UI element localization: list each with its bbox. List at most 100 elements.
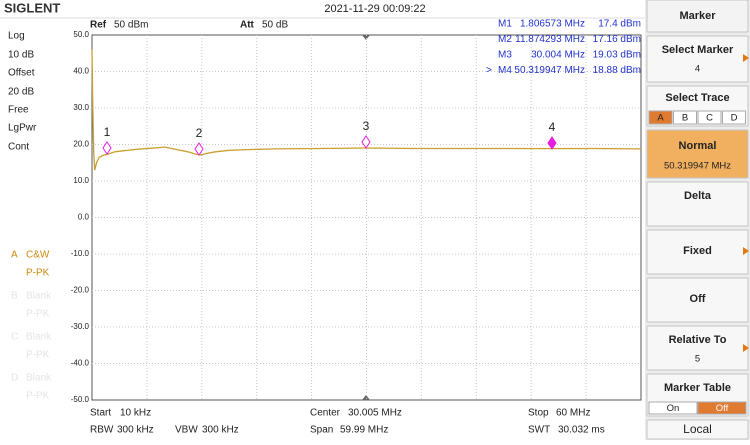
marker-frequency: 11.874293 MHz xyxy=(515,34,585,45)
select-marker-label: Select Marker xyxy=(662,44,734,56)
relative-to-label: Relative To xyxy=(669,334,727,346)
ref-label: Ref xyxy=(90,20,107,31)
ref-value: 50 dBm xyxy=(114,20,148,31)
center-label: Center xyxy=(310,408,341,419)
fixed-button[interactable] xyxy=(646,229,749,275)
setting: Cont xyxy=(8,142,29,153)
trace-mode: C&W xyxy=(26,250,50,261)
trace-detector: P-PK xyxy=(26,268,50,279)
marker-diamond xyxy=(102,141,112,155)
normal-button[interactable] xyxy=(646,129,749,179)
trace-mode: Blank xyxy=(26,291,52,302)
marker-name: M1 xyxy=(498,19,512,30)
start-value: 10 kHz xyxy=(120,408,151,419)
trace-mode: Blank xyxy=(26,373,52,384)
active-prefix: > xyxy=(486,65,492,76)
y-label: 30.0 xyxy=(73,103,89,112)
table-toggle[interactable] xyxy=(697,401,747,415)
y-label: 20.0 xyxy=(73,140,89,149)
marker-name: M3 xyxy=(498,50,512,61)
y-label: -30.0 xyxy=(71,322,90,331)
center-value: 30.005 MHz xyxy=(348,408,402,419)
marker-number: 4 xyxy=(549,120,556,134)
menu-title-box[interactable] xyxy=(646,0,749,33)
delta-button[interactable] xyxy=(646,181,749,227)
setting: LgPwr xyxy=(8,123,37,134)
trace-detector: P-PK xyxy=(26,391,50,402)
marker-diamond xyxy=(361,135,371,149)
marker-frequency: 30.004 MHz xyxy=(531,50,585,61)
y-label: -50.0 xyxy=(71,395,90,404)
trace-tab-label: B xyxy=(682,113,688,124)
span-value: 59.99 MHz xyxy=(340,425,388,436)
setting: 10 dB xyxy=(8,50,34,61)
marker-table-label: Marker Table xyxy=(664,382,731,394)
trace-tab[interactable] xyxy=(648,110,673,125)
datetime: 2021-11-29 00:09:22 xyxy=(324,3,425,15)
trace-tab[interactable] xyxy=(673,110,697,125)
swt-value: 30.032 ms xyxy=(558,425,605,436)
menu-arrow xyxy=(743,54,749,62)
rbw-value: 300 kHz xyxy=(117,425,154,436)
trace-tab-label: C xyxy=(706,113,713,124)
att-label: Att xyxy=(240,20,255,31)
start-label: Start xyxy=(90,408,111,419)
trace-letter: B xyxy=(11,291,18,302)
off-button[interactable] xyxy=(646,277,749,323)
trace-letter: A xyxy=(11,250,18,261)
marker-diamond xyxy=(547,136,557,150)
marker-name: M2 xyxy=(498,34,512,45)
setting: Log xyxy=(8,31,25,42)
brand: SIGLENT xyxy=(4,0,60,15)
relative-to-value: 5 xyxy=(695,354,700,365)
table-toggle[interactable] xyxy=(648,401,698,415)
y-label: -20.0 xyxy=(71,286,90,295)
att-value: 50 dB xyxy=(262,20,288,31)
trace-tab[interactable] xyxy=(697,110,722,125)
stop-label: Stop xyxy=(528,408,549,419)
delta-label: Delta xyxy=(684,190,712,202)
marker-frequency: 1.806573 MHz xyxy=(520,19,585,30)
center-indicator-top xyxy=(362,35,370,40)
local-button[interactable] xyxy=(646,419,749,440)
local-label: Local xyxy=(683,422,712,436)
marker-diamond xyxy=(194,142,204,156)
marker-level: 18.88 dBm xyxy=(593,65,641,76)
setting: 20 dB xyxy=(8,87,34,98)
marker-level: 17.4 dBm xyxy=(598,19,641,30)
trace xyxy=(91,49,642,171)
vbw-label: VBW xyxy=(175,425,198,436)
normal-value: 50.319947 MHz xyxy=(664,161,731,172)
setting: Free xyxy=(8,105,29,116)
marker-frequency: 50.319947 MHz xyxy=(514,65,585,76)
setting: Offset xyxy=(8,68,35,79)
vbw-value: 300 kHz xyxy=(202,425,239,436)
stop-value: 60 MHz xyxy=(556,408,590,419)
swt-label: SWT xyxy=(528,425,550,436)
off-label: Off xyxy=(690,293,706,305)
table-toggle-label: Off xyxy=(716,403,729,414)
select-marker-button[interactable] xyxy=(646,35,749,83)
trace-tab[interactable] xyxy=(722,110,746,125)
trace-letter: C xyxy=(11,332,18,343)
marker-number: 1 xyxy=(104,125,111,139)
marker-level: 17.16 dBm xyxy=(593,34,641,45)
rbw-label: RBW xyxy=(90,425,114,436)
normal-label: Normal xyxy=(679,140,717,152)
trace-tab-label: A xyxy=(657,113,664,124)
marker-number: 2 xyxy=(196,126,203,140)
marker-number: 3 xyxy=(363,119,370,133)
select-trace-label: Select Trace xyxy=(665,92,729,104)
table-toggle-label: On xyxy=(667,403,680,414)
y-label: 40.0 xyxy=(73,67,89,76)
fixed-label: Fixed xyxy=(683,245,712,257)
span-label: Span xyxy=(310,425,333,436)
trace-mode: Blank xyxy=(26,332,52,343)
y-label: 0.0 xyxy=(78,213,90,222)
y-label: -10.0 xyxy=(71,249,90,258)
y-label: -40.0 xyxy=(71,359,90,368)
menu-arrow xyxy=(743,247,749,255)
menu-title: Marker xyxy=(679,10,716,22)
menu-arrow xyxy=(743,344,749,352)
